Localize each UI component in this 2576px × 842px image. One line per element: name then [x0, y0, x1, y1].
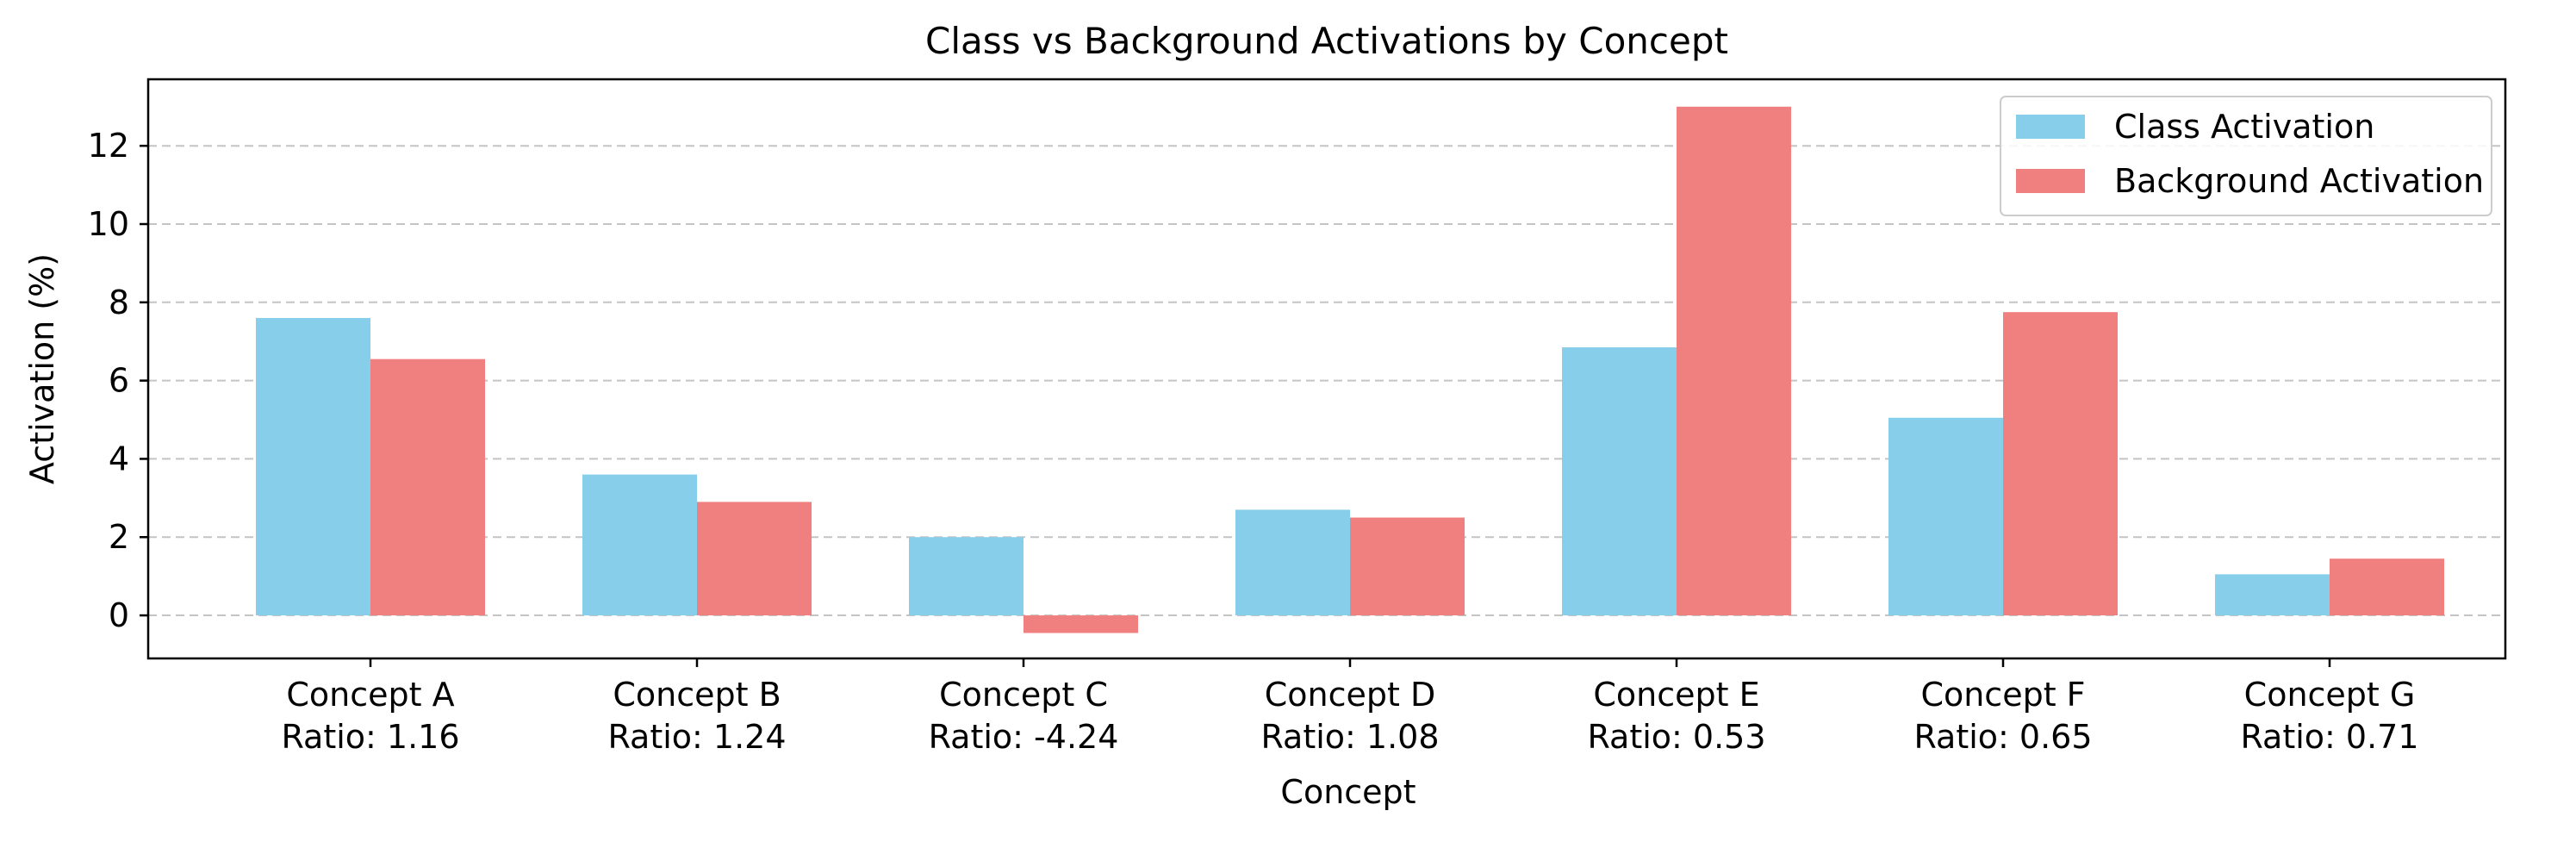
x-tick-ratio-label: Ratio: 0.71: [2240, 718, 2418, 756]
bar-class-concept-b: [582, 474, 697, 616]
bar-class-concept-g: [2215, 574, 2330, 616]
x-tick-label: Concept A: [286, 676, 454, 714]
y-tick-label: 8: [109, 284, 129, 321]
y-tick-label: 10: [88, 205, 129, 243]
bar-background-concept-c: [1024, 615, 1138, 633]
bar-class-concept-e: [1562, 347, 1677, 616]
bar-background-concept-e: [1677, 106, 1791, 616]
x-tick-label: Concept E: [1593, 676, 1759, 714]
bars: [256, 106, 2444, 633]
x-tick-label: Concept G: [2244, 676, 2416, 714]
y-tick-label: 4: [109, 440, 129, 477]
legend-frame: [2000, 96, 2492, 216]
legend-swatch-class: [2016, 115, 2085, 139]
x-tick-ratio-label: Ratio: 0.53: [1587, 718, 1765, 756]
legend-label-class: Class Activation: [2114, 108, 2374, 146]
y-tick-label: 0: [109, 596, 129, 634]
x-tick-label: Concept B: [613, 676, 781, 714]
bar-background-concept-a: [370, 359, 485, 616]
y-tick-label: 6: [109, 362, 129, 400]
legend-label-background: Background Activation: [2114, 162, 2484, 200]
plot-frame: [146, 78, 2507, 660]
y-axis-label: Activation (%): [23, 253, 61, 484]
x-tick-ratio-label: Ratio: 1.24: [607, 718, 786, 756]
x-tick-label: Concept C: [939, 676, 1108, 714]
x-tick-ratio-label: Ratio: 1.16: [281, 718, 459, 756]
x-tick-ratio-label: Ratio: -4.24: [929, 718, 1119, 756]
x-tick-ratio-label: Ratio: 1.08: [1260, 718, 1439, 756]
legend: Class Activation Background Activation: [2000, 96, 2492, 216]
y-tick-label: 12: [88, 127, 129, 165]
bar-background-concept-b: [697, 502, 812, 616]
bar-class-concept-c: [909, 537, 1024, 616]
x-tick-ratio-label: Ratio: 0.65: [1913, 718, 2092, 756]
bar-background-concept-d: [1350, 517, 1465, 616]
chart-title: Class vs Background Activations by Conce…: [925, 20, 1728, 62]
bar-class-concept-a: [256, 317, 370, 616]
x-axis-ticks: Concept A Ratio: 1.16 Concept B Ratio: 1.24…: [281, 658, 2419, 756]
y-tick-label: 2: [109, 518, 129, 556]
bar-background-concept-g: [2330, 558, 2444, 616]
x-axis-label: Concept: [1280, 773, 1416, 811]
x-tick-label: Concept D: [1265, 676, 1436, 714]
x-tick-label: Concept F: [1920, 676, 2085, 714]
bar-class-concept-f: [1888, 417, 2003, 616]
legend-swatch-background: [2016, 169, 2085, 193]
bar-class-concept-d: [1235, 509, 1350, 616]
bar-background-concept-f: [2003, 312, 2118, 616]
y-axis-ticks: 0 2 4 6 8 10 12: [88, 127, 148, 634]
